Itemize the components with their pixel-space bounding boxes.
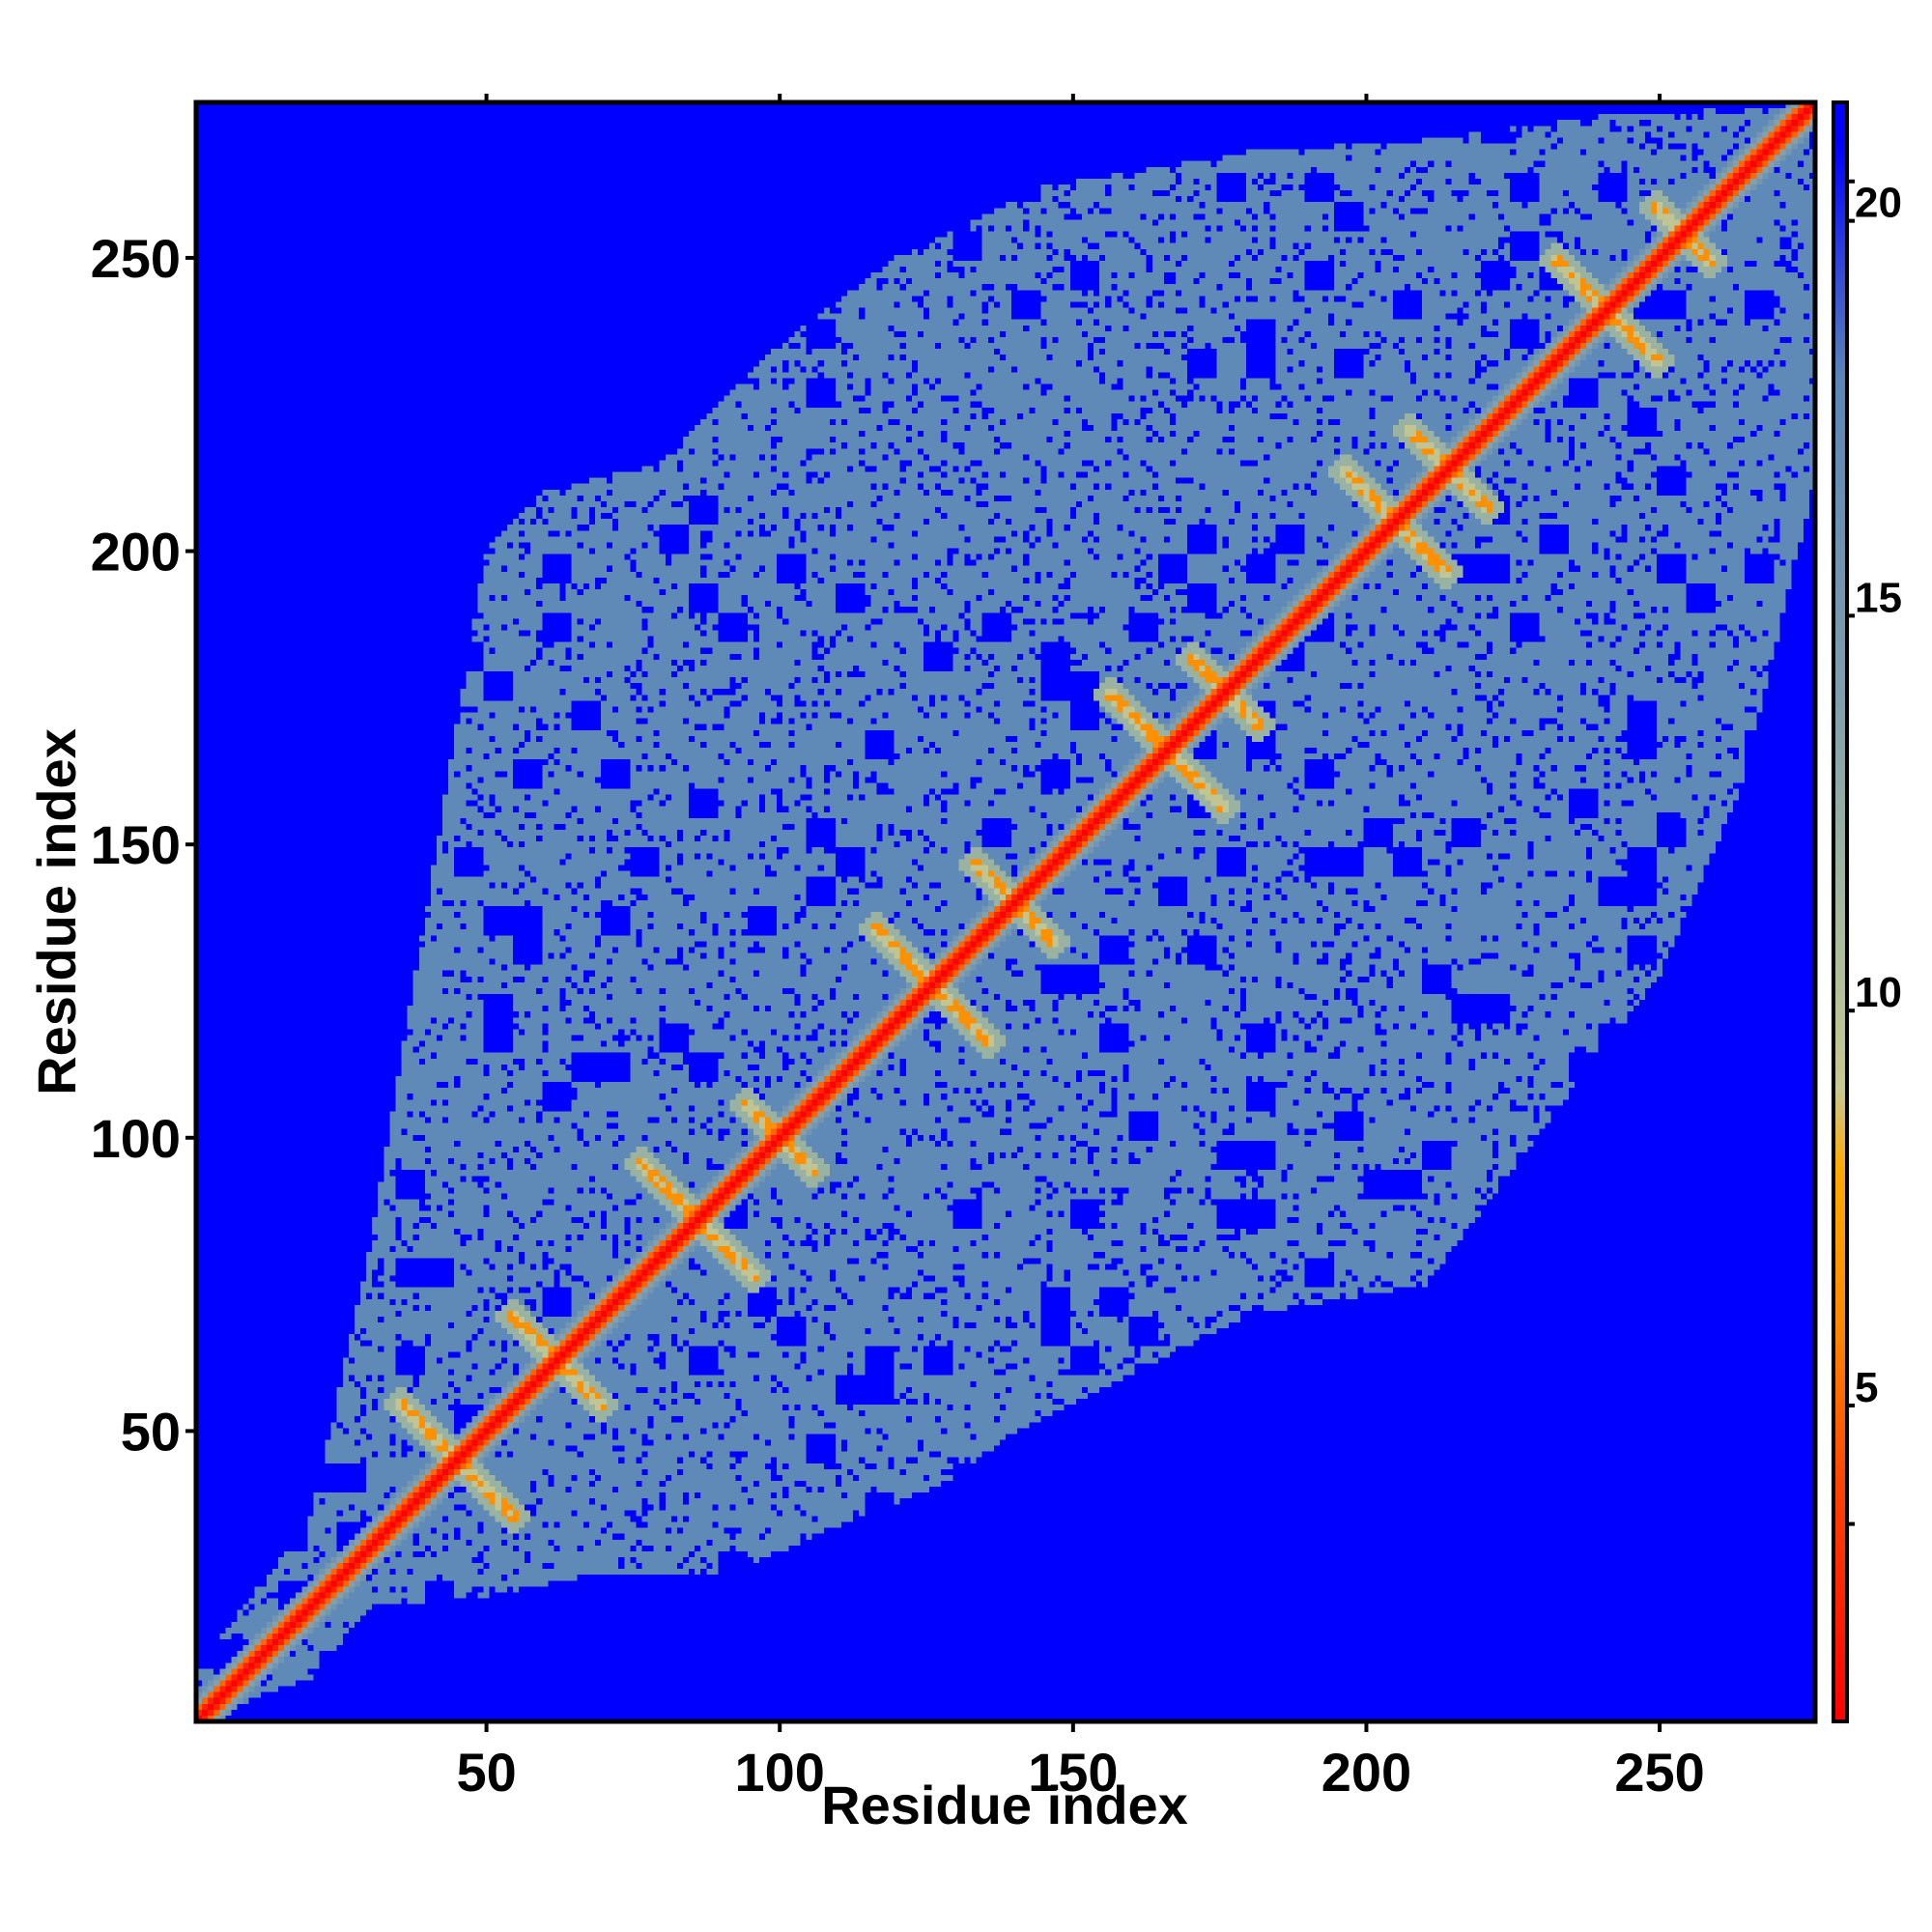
x-tick-label: 100 bbox=[734, 1742, 824, 1803]
y-tick-label: 150 bbox=[91, 814, 181, 875]
x-tick-label: 250 bbox=[1614, 1742, 1704, 1803]
x-tick-label: 150 bbox=[1028, 1742, 1118, 1803]
colorbar-tick-label: 20 bbox=[1855, 180, 1902, 227]
y-axis-title: Residue index bbox=[26, 728, 87, 1095]
y-tick-label: 50 bbox=[121, 1401, 181, 1462]
y-tick-label: 200 bbox=[91, 522, 181, 582]
plot-frame bbox=[193, 99, 1818, 1724]
colorbar-tick-label: 15 bbox=[1855, 574, 1902, 621]
x-tick-label: 200 bbox=[1321, 1742, 1411, 1803]
y-tick-label: 250 bbox=[91, 228, 181, 289]
heatmap-cells bbox=[196, 102, 1815, 1721]
plot-area bbox=[196, 102, 1815, 1721]
axes: 50 100 150 200 250 50 100 150 200 250 bbox=[91, 94, 1818, 1803]
colorbar: 5 10 15 20 bbox=[1832, 100, 1902, 1723]
colorbar-tick-label: 5 bbox=[1855, 1364, 1878, 1411]
y-tick-label: 100 bbox=[91, 1108, 181, 1169]
colorbar-gradient bbox=[1832, 100, 1849, 1723]
colorbar-tick-label: 10 bbox=[1855, 969, 1902, 1016]
x-tick-label: 50 bbox=[456, 1742, 516, 1803]
x-axis-title: Residue index bbox=[821, 1775, 1188, 1835]
